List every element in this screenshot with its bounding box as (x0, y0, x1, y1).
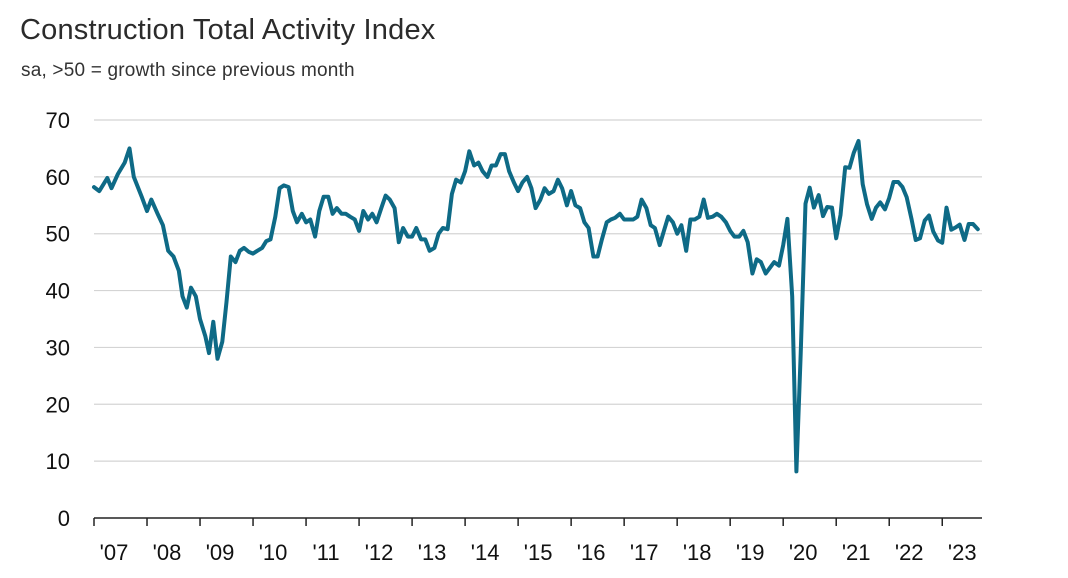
x-tick-label: '16 (577, 540, 606, 565)
y-tick-label: 40 (46, 279, 70, 304)
x-tick-label: '18 (683, 540, 712, 565)
x-tick-label: '21 (842, 540, 871, 565)
x-tick-label: '17 (630, 540, 659, 565)
y-axis-ticks: 0 10 20 30 40 50 60 70 (46, 108, 70, 531)
x-tick-label: '13 (418, 540, 447, 565)
y-tick-label: 30 (46, 335, 70, 360)
series-line-0 (92, 139, 980, 474)
y-tick-label: 70 (46, 108, 70, 133)
x-tick-label: '19 (736, 540, 765, 565)
x-tick-label: '22 (895, 540, 924, 565)
x-tick-label: '12 (365, 540, 394, 565)
x-tick-label: '08 (153, 540, 182, 565)
chart-title: Construction Total Activity Index (20, 14, 436, 46)
y-tick-label: 0 (58, 506, 70, 531)
x-axis: '07 '08 '09 '10 '11 '12 '13 '14 '15 '16 '17 '18 '19 '… (93, 517, 982, 565)
y-tick-label: 60 (46, 165, 70, 190)
x-tick-label: '23 (948, 540, 977, 565)
y-tick-label: 50 (46, 222, 70, 247)
x-tick-label: '15 (524, 540, 553, 565)
chart-subtitle: sa, >50 = growth since previous month (21, 60, 355, 81)
series-layer (92, 139, 980, 474)
y-tick-label: 10 (46, 449, 70, 474)
x-tick-label: '11 (313, 540, 340, 565)
x-tick-label: '07 (100, 540, 129, 565)
x-tick-label: '10 (259, 540, 288, 565)
y-tick-label: 20 (46, 392, 70, 417)
x-tick-label: '09 (206, 540, 235, 565)
gridlines (94, 119, 982, 462)
x-tick-label: '20 (789, 540, 818, 565)
x-tick-label: '14 (471, 540, 500, 565)
